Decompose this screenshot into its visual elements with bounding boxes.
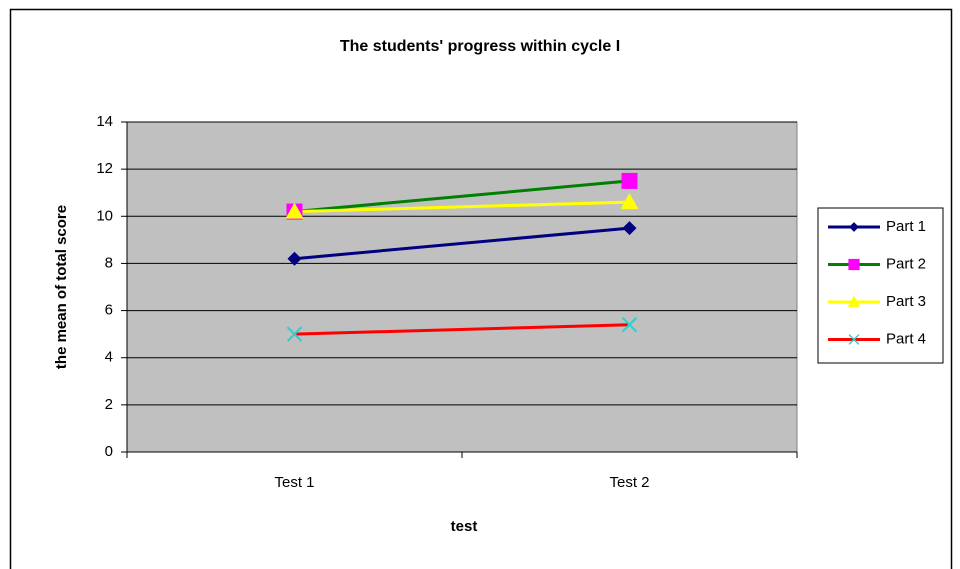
y-axis-label: the mean of total score — [53, 205, 70, 369]
legend-box — [817, 207, 944, 364]
legend-marker — [847, 295, 861, 307]
data-point — [287, 251, 302, 266]
data-point — [621, 172, 638, 189]
series-line — [294, 179, 630, 214]
y-tick-label: 2 — [105, 396, 113, 413]
y-tick-label: 8 — [105, 254, 113, 271]
series-line — [294, 200, 630, 214]
y-tick-label: 14 — [96, 113, 113, 130]
y-tick-label: 10 — [96, 207, 113, 224]
legend-label: Part 1 — [886, 218, 926, 235]
legend-label: Part 2 — [886, 255, 926, 272]
y-tick-label: 6 — [105, 302, 113, 319]
data-point — [621, 317, 638, 333]
y-tick-label: 12 — [96, 160, 113, 177]
chart-title: The students' progress within cycle I — [340, 38, 620, 55]
legend-label: Part 4 — [886, 330, 926, 347]
series-line — [294, 323, 630, 336]
x-tick-label: Test 2 — [609, 474, 649, 491]
series-line — [294, 226, 630, 261]
legend-marker — [848, 258, 860, 271]
chart-frame — [9, 8, 953, 569]
data-point — [286, 326, 303, 342]
data-point — [620, 193, 639, 210]
legend-label: Part 3 — [886, 293, 926, 310]
y-tick-label: 4 — [105, 349, 113, 366]
x-tick-label: Test 1 — [274, 474, 314, 491]
x-axis-label: test — [451, 518, 478, 535]
data-point — [622, 221, 637, 236]
plot-area — [126, 121, 798, 453]
legend-marker — [848, 334, 860, 345]
data-point — [285, 202, 304, 219]
y-tick-label: 0 — [105, 443, 113, 460]
